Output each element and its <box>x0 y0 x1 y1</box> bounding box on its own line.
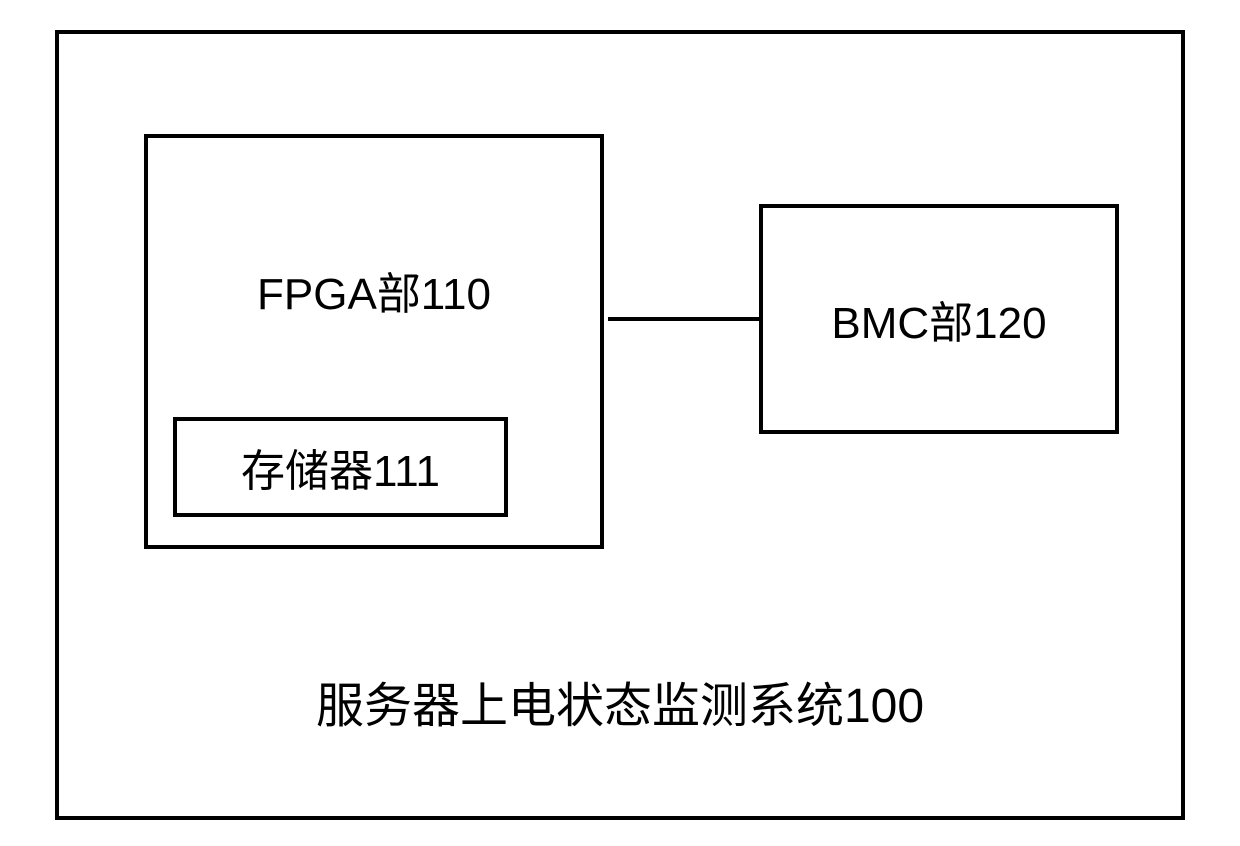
fpga-node: FPGA部110 存储器111 <box>144 134 604 549</box>
fpga-label: FPGA部110 <box>148 258 600 322</box>
system-container: FPGA部110 存储器111 BMC部120 服务器上电状态监测系统100 <box>55 30 1185 820</box>
system-title: 服务器上电状态监测系统100 <box>59 666 1181 736</box>
fpga-bmc-connector <box>608 317 759 321</box>
bmc-node: BMC部120 <box>759 204 1119 434</box>
memory-node: 存储器111 <box>173 417 508 517</box>
memory-label: 存储器111 <box>241 435 440 499</box>
bmc-label: BMC部120 <box>831 287 1046 351</box>
